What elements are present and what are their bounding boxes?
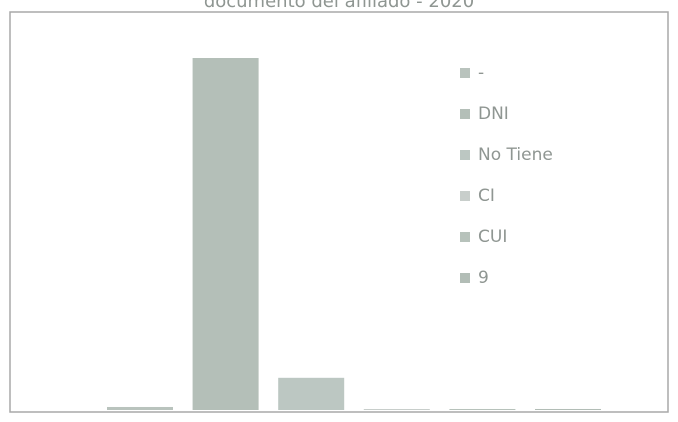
legend-label: DNI xyxy=(478,104,509,124)
bar xyxy=(449,408,516,410)
legend-label: No Tiene xyxy=(478,145,553,165)
bar xyxy=(107,406,173,410)
bar xyxy=(535,408,601,410)
legend-swatch xyxy=(460,232,470,242)
legend-swatch xyxy=(460,68,470,78)
legend-swatch xyxy=(460,273,470,283)
chart-title: documento del afiliado - 2020 xyxy=(204,0,474,12)
bar xyxy=(278,377,345,410)
legend-label: - xyxy=(478,63,484,83)
bar xyxy=(363,408,430,410)
bar xyxy=(192,58,259,410)
legend-label: CUI xyxy=(478,227,507,247)
legend-swatch xyxy=(460,191,470,201)
legend-swatch xyxy=(460,109,470,119)
legend-label: 9 xyxy=(478,268,489,288)
legend-label: CI xyxy=(478,186,495,206)
chart-frame xyxy=(9,11,669,413)
legend-swatch xyxy=(460,150,470,160)
